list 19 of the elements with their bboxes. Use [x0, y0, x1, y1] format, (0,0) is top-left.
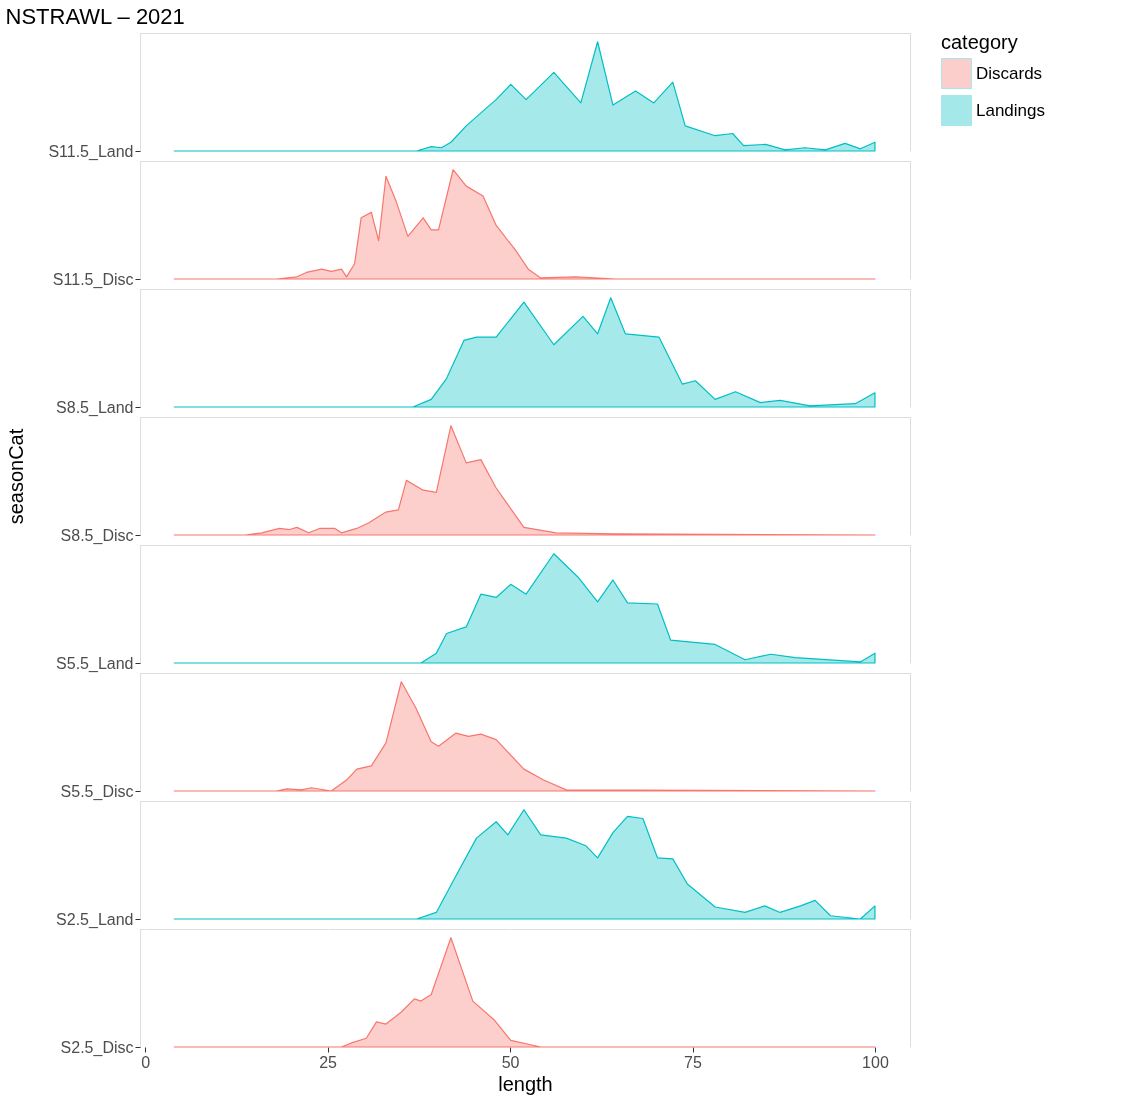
x-tick-label: 0	[141, 1053, 151, 1071]
x-tick-label: 100	[862, 1053, 889, 1071]
legend-label: Discards	[976, 63, 1043, 83]
category-label: S5.5_Land	[56, 654, 134, 672]
legend-label: Landings	[976, 100, 1046, 120]
category-label: S2.5_Disc	[60, 1038, 134, 1056]
x-tick-label: 25	[319, 1053, 338, 1071]
legend-title: category	[941, 31, 1018, 53]
category-label: S2.5_Land	[56, 910, 134, 928]
category-label: S8.5_Land	[56, 398, 134, 416]
y-axis-title: seasonCat	[4, 428, 27, 525]
category-label: S11.5_Land	[48, 142, 134, 160]
category-label: S11.5_Disc	[52, 270, 134, 288]
x-tick-label: 50	[501, 1053, 520, 1071]
x-axis-title: length	[498, 1072, 553, 1095]
x-tick-label: 75	[684, 1053, 702, 1071]
category-label: S5.5_Disc	[60, 782, 134, 800]
category-label: S8.5_Disc	[60, 526, 134, 544]
chart-title: NSTRAWL – 2021	[5, 3, 185, 29]
